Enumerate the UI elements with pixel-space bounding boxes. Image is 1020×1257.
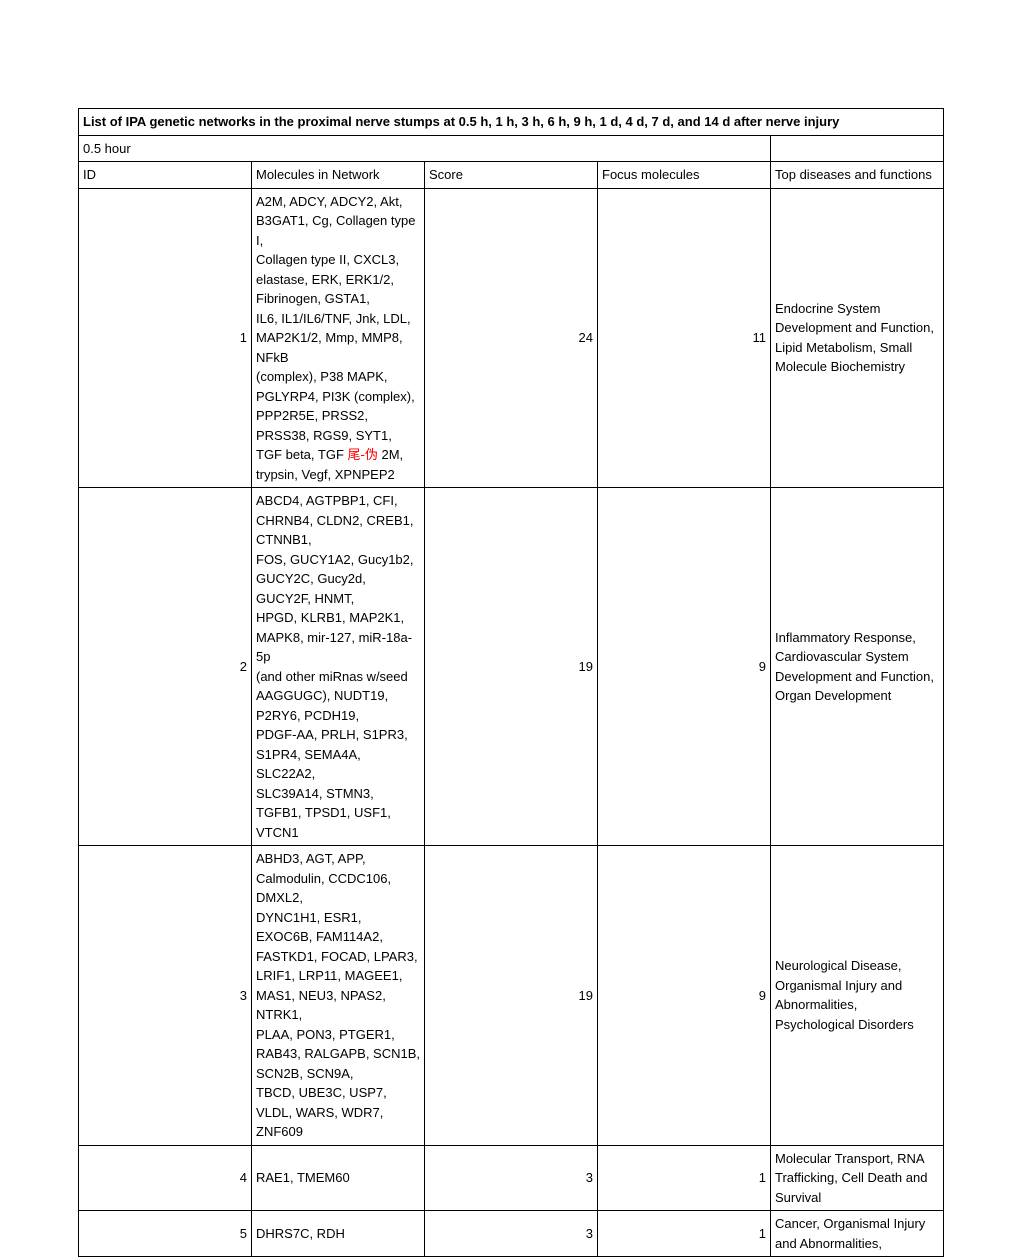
red-text: 尾-伪 — [348, 447, 378, 462]
cell-diseases: Endocrine System Development and Functio… — [771, 188, 944, 488]
ipa-networks-table: List of IPA genetic networks in the prox… — [78, 108, 944, 1257]
cell-focus: 1 — [598, 1145, 771, 1211]
header-score: Score — [425, 162, 598, 189]
cell-score: 3 — [425, 1211, 598, 1257]
cell-id: 5 — [79, 1211, 252, 1257]
header-diseases: Top diseases and functions — [771, 162, 944, 189]
table-subhead: 0.5 hour — [79, 135, 771, 162]
cell-molecules: ABHD3, AGT, APP, Calmodulin, CCDC106, DM… — [252, 846, 425, 1146]
cell-diseases: Inflammatory Response, Cardiovascular Sy… — [771, 488, 944, 846]
cell-molecules: RAE1, TMEM60 — [252, 1145, 425, 1211]
header-molecules: Molecules in Network — [252, 162, 425, 189]
cell-molecules: ABCD4, AGTPBP1, CFI, CHRNB4, CLDN2, CREB… — [252, 488, 425, 846]
table-title: List of IPA genetic networks in the prox… — [79, 109, 944, 136]
cell-focus: 11 — [598, 188, 771, 488]
cell-diseases: Neurological Disease, Organismal Injury … — [771, 846, 944, 1146]
table-row: 2ABCD4, AGTPBP1, CFI, CHRNB4, CLDN2, CRE… — [79, 488, 944, 846]
cell-diseases: Cancer, Organismal Injury and Abnormalit… — [771, 1211, 944, 1257]
header-focus: Focus molecules — [598, 162, 771, 189]
cell-score: 19 — [425, 488, 598, 846]
cell-score: 3 — [425, 1145, 598, 1211]
cell-molecules: DHRS7C, RDH — [252, 1211, 425, 1257]
empty-cell — [771, 135, 944, 162]
cell-focus: 1 — [598, 1211, 771, 1257]
table-row: 4RAE1, TMEM6031Molecular Transport, RNA … — [79, 1145, 944, 1211]
cell-id: 1 — [79, 188, 252, 488]
cell-id: 3 — [79, 846, 252, 1146]
cell-focus: 9 — [598, 488, 771, 846]
cell-score: 19 — [425, 846, 598, 1146]
table-row: 3ABHD3, AGT, APP, Calmodulin, CCDC106, D… — [79, 846, 944, 1146]
cell-id: 2 — [79, 488, 252, 846]
cell-diseases: Molecular Transport, RNA Trafficking, Ce… — [771, 1145, 944, 1211]
cell-score: 24 — [425, 188, 598, 488]
header-id: ID — [79, 162, 252, 189]
cell-focus: 9 — [598, 846, 771, 1146]
table-row: 5DHRS7C, RDH31Cancer, Organismal Injury … — [79, 1211, 944, 1257]
table-row: 1A2M, ADCY, ADCY2, Akt, B3GAT1, Cg, Coll… — [79, 188, 944, 488]
cell-id: 4 — [79, 1145, 252, 1211]
cell-molecules: A2M, ADCY, ADCY2, Akt, B3GAT1, Cg, Colla… — [252, 188, 425, 488]
